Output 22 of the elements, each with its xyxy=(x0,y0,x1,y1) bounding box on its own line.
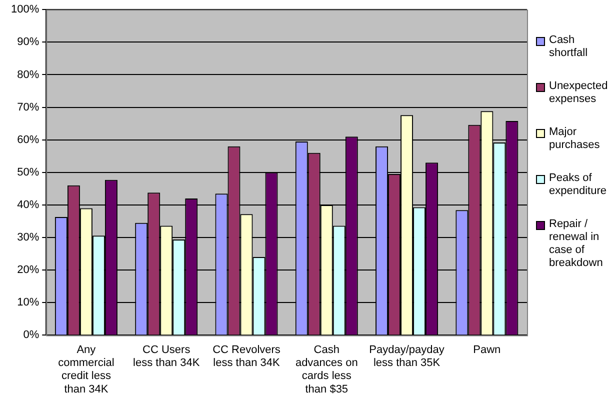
y-tick-label: 70% xyxy=(17,101,40,114)
x-tick-label: CC Revolvers less than 34K xyxy=(212,344,281,370)
x-tick-label: Any commercial credit less than 34K xyxy=(58,344,114,396)
x-tick-label: Cash advances on cards less than $35 xyxy=(295,344,358,396)
y-tick-label: 80% xyxy=(17,68,40,81)
legend-label: Major purchases xyxy=(549,126,601,152)
y-tick-label: 60% xyxy=(17,134,40,146)
y-tick-label: 100% xyxy=(10,4,40,16)
y-tick-label: 0% xyxy=(23,329,40,342)
legend-label: Peaks of expenditure xyxy=(549,172,608,198)
legend-label: Cash shortfall xyxy=(549,34,589,60)
x-tick-label: Payday/payday less than 35K xyxy=(369,344,445,370)
y-tick-label: 10% xyxy=(17,296,40,309)
y-tick-label: 20% xyxy=(17,264,40,276)
y-tick-label: 50% xyxy=(17,166,40,178)
y-tick-label: 30% xyxy=(17,232,40,244)
legend-label: Repair / renewal in case of breakdown xyxy=(549,218,604,270)
y-tick-label: 40% xyxy=(17,198,40,211)
x-tick-label: CC Users less than 34K xyxy=(133,344,200,370)
x-tick-label: Pawn xyxy=(473,344,501,356)
y-tick-label: 90% xyxy=(17,36,40,48)
legend-label: Unexpected expenses xyxy=(549,80,609,106)
